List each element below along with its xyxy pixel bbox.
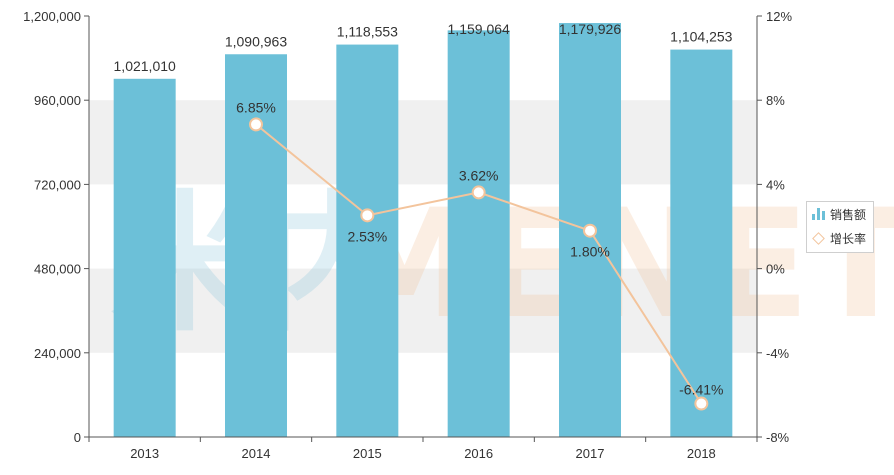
axes: 0 240,000 480,000 720,000 960,000 1,200,000 -8… — [23, 9, 792, 461]
growth-point — [583, 223, 597, 238]
growth-value-label: 3.62% — [459, 167, 499, 183]
bar — [447, 30, 510, 437]
x-tick-label: 2017 — [576, 446, 605, 461]
growth-value-label: 2.53% — [347, 228, 387, 244]
y-left-tick-label: 0 — [74, 430, 81, 445]
bar — [670, 49, 733, 437]
y-left-tick-label: 240,000 — [34, 346, 81, 361]
x-tick-label: 2013 — [130, 446, 159, 461]
y-left-tick-label: 1,200,000 — [23, 9, 81, 24]
bar-value-label: 1,021,010 — [114, 58, 176, 74]
bar — [336, 44, 399, 438]
legend: 销售额 增长率 — [806, 201, 874, 253]
line-series — [249, 117, 709, 411]
bar-value-label: 1,118,553 — [337, 24, 398, 40]
legend-label-sales: 销售额 — [830, 207, 867, 222]
y-right-tick-label: 4% — [766, 177, 785, 192]
growth-value-label: 6.85% — [236, 99, 276, 115]
legend-item-growth[interactable]: 增长率 — [807, 226, 873, 250]
y-right-tick-label: -8% — [766, 430, 790, 445]
bar-chart-icon — [812, 208, 825, 220]
y-right-tick-label: 0% — [766, 262, 785, 277]
grid-band — [89, 100, 757, 185]
bar-value-label: 1,104,253 — [670, 29, 732, 45]
bar-value-label: 1,090,963 — [225, 33, 287, 49]
growth-value-label: -6.41% — [679, 382, 723, 398]
legend-label-growth: 增长率 — [830, 231, 867, 246]
x-tick-label: 2014 — [242, 446, 271, 461]
bar-value-label: 1,159,064 — [448, 21, 510, 37]
y-right-tick-label: 12% — [766, 9, 792, 24]
growth-point — [249, 117, 263, 132]
y-left-tick-label: 960,000 — [34, 93, 81, 108]
bar — [113, 78, 176, 438]
x-tick-label: 2018 — [687, 446, 716, 461]
growth-point — [360, 208, 375, 223]
grid-bands — [89, 100, 757, 353]
diamond-marker-icon — [812, 232, 825, 245]
growth-point — [471, 185, 486, 200]
bar-value-label: 1,179,926 — [559, 21, 621, 37]
y-left-tick-label: 480,000 — [34, 262, 81, 277]
y-right-tick-label: 8% — [766, 93, 785, 108]
y-left-tick-label: 720,000 — [34, 177, 81, 192]
x-tick-label: 2015 — [353, 446, 382, 461]
bar-series — [113, 23, 733, 438]
legend-item-sales[interactable]: 销售额 — [807, 202, 873, 226]
growth-point — [694, 396, 709, 411]
y-right-tick-label: -4% — [766, 346, 790, 361]
x-tick-label: 2016 — [464, 446, 493, 461]
data-labels: 1,021,010 1,090,963 1,118,553 1,159,064 1,17… — [114, 21, 733, 398]
growth-value-label: 1.80% — [570, 244, 610, 260]
grid-band — [89, 268, 757, 353]
